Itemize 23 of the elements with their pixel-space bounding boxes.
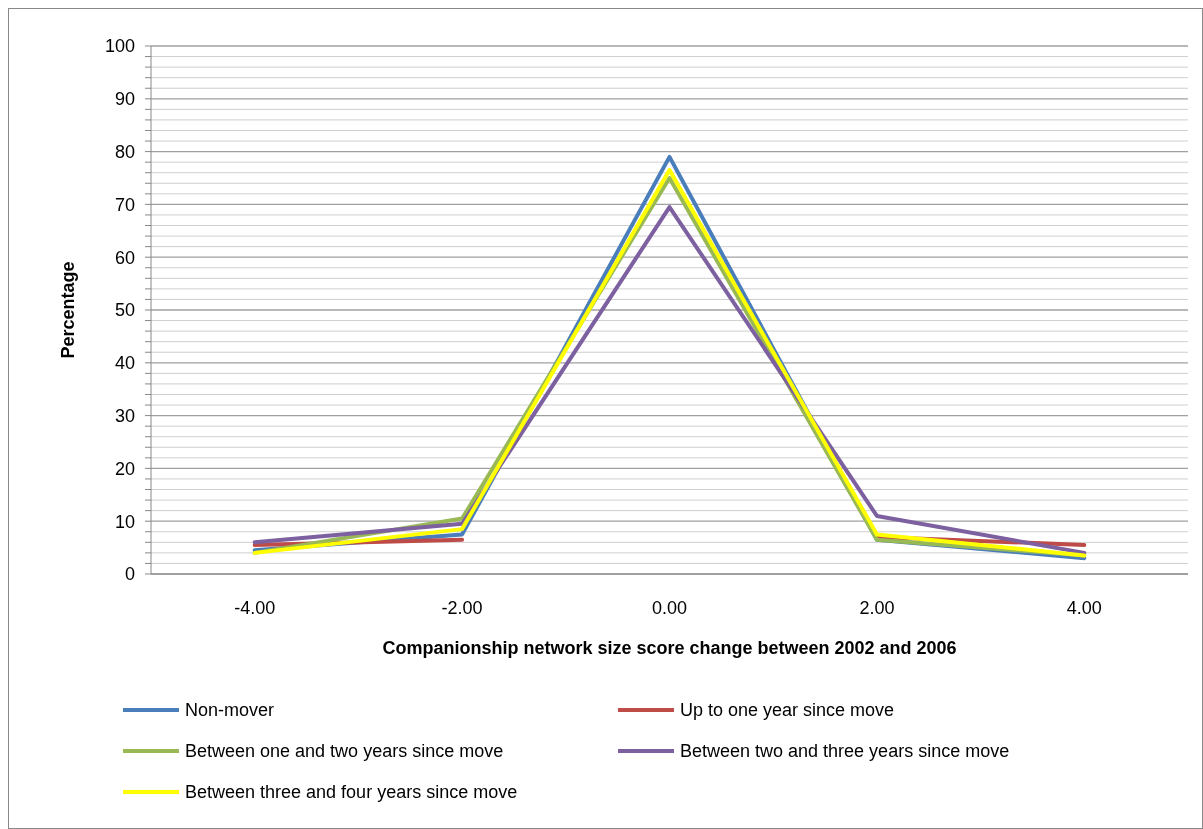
y-tick-label: 10 [114, 511, 135, 532]
y-tick-label: 40 [114, 353, 135, 374]
y-axis-title: Percentage [58, 261, 78, 359]
x-axis-title: Companionship network size score change between 2002 and 2006 [382, 638, 957, 658]
y-tick-label: 0 [124, 564, 135, 585]
y-tick-label: 100 [104, 36, 135, 57]
legend-label: Between two and three years since move [680, 741, 1010, 762]
y-tick-label: 50 [114, 300, 135, 321]
x-tick-label: 2.00 [859, 598, 895, 618]
y-tick-label: 60 [114, 247, 135, 268]
y-tick-label: 90 [114, 89, 135, 110]
x-tick-label: -2.00 [441, 598, 483, 618]
y-tick-label: 70 [114, 194, 135, 215]
y-tick-label: 80 [114, 141, 135, 162]
legend-label: Non-mover [185, 700, 275, 721]
y-tick-label: 20 [114, 458, 135, 479]
x-tick-label: -4.00 [234, 598, 276, 618]
legend-label: Between three and four years since move [185, 782, 518, 803]
y-tick-label: 30 [114, 405, 135, 426]
legend-label: Up to one year since move [680, 700, 895, 721]
x-tick-label: 0.00 [651, 598, 688, 618]
x-tick-label: 4.00 [1066, 598, 1102, 618]
legend-label: Between one and two years since move [185, 741, 504, 762]
